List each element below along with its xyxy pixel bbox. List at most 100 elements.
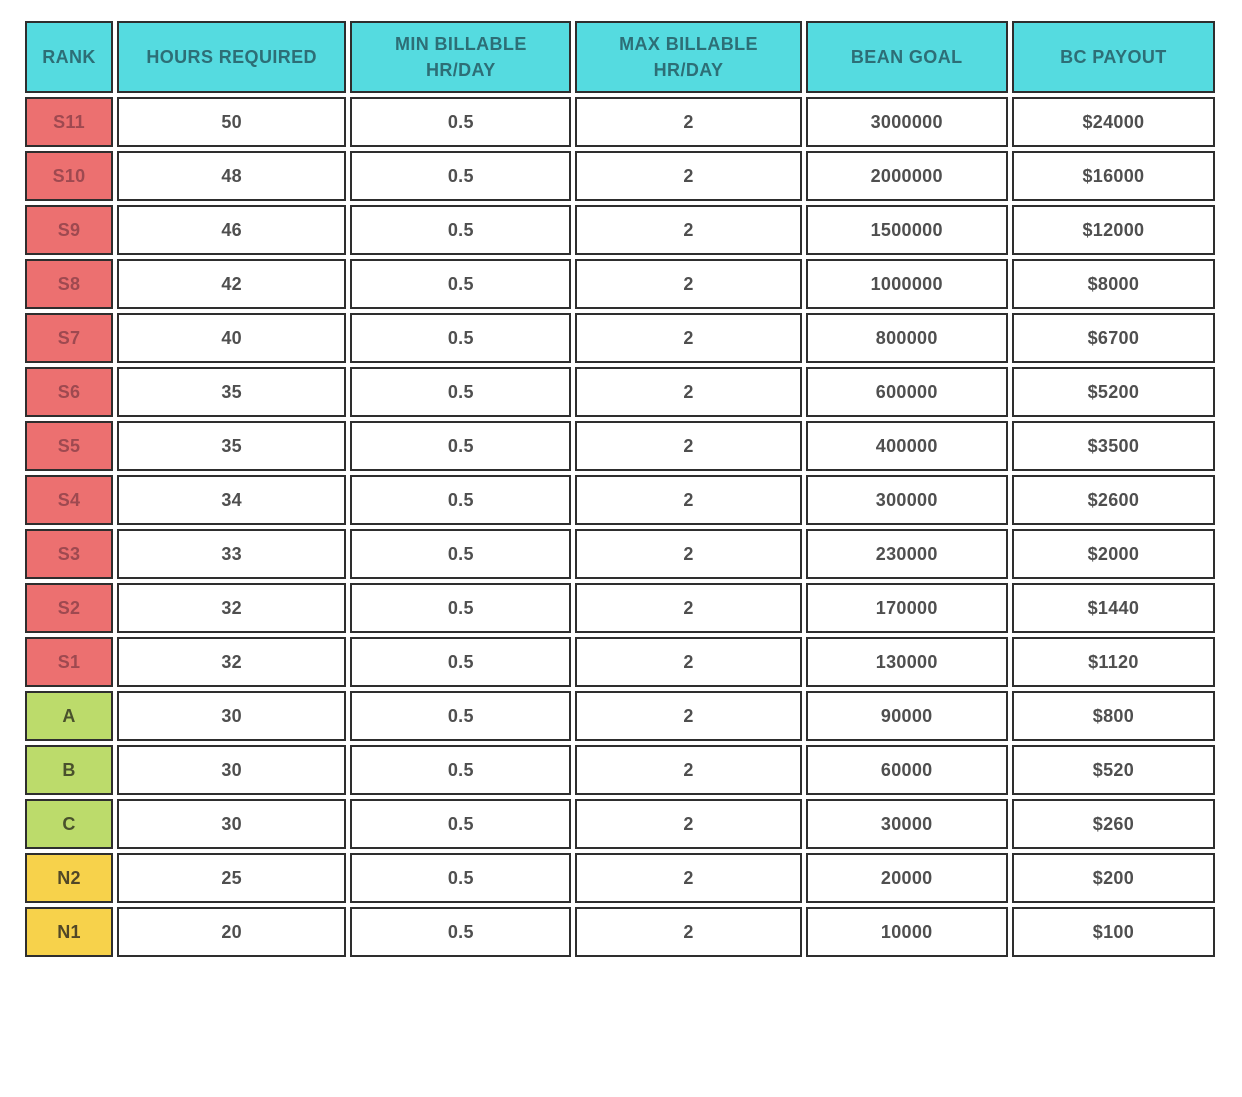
rank-cell: B [25,745,114,795]
bc_payout-cell: $2000 [1011,529,1215,579]
min_billable-cell: 0.5 [350,97,572,147]
table-row: S5 35 0.5 2 400000 $3500 [25,421,1215,471]
min_billable-cell: 0.5 [350,475,572,525]
hours_required-cell: 42 [117,259,347,309]
bean_goal-cell: 60000 [805,745,1008,795]
rank-cell: N2 [25,853,114,903]
min_billable-cell: 0.5 [350,691,572,741]
bean_goal-cell: 800000 [805,313,1008,363]
hours_required-cell: 33 [117,529,347,579]
column-header-bc_payout: BC PAYOUT [1011,21,1215,93]
min_billable-cell: 0.5 [350,259,572,309]
bc_payout-cell: $8000 [1011,259,1215,309]
max_billable-cell: 2 [575,205,802,255]
bean_goal-cell: 1000000 [805,259,1008,309]
rank-cell: S5 [25,421,114,471]
hours_required-cell: 35 [117,367,347,417]
table-header: RANK HOURS REQUIRED MIN BILLABLE HR/DAY MAX… [25,21,1215,93]
table-row: S7 40 0.5 2 800000 $6700 [25,313,1215,363]
bean_goal-cell: 2000000 [805,151,1008,201]
bc_payout-cell: $520 [1011,745,1215,795]
table-row: S4 34 0.5 2 300000 $2600 [25,475,1215,525]
bc_payout-cell: $24000 [1011,97,1215,147]
min_billable-cell: 0.5 [350,367,572,417]
bean_goal-cell: 400000 [805,421,1008,471]
hours_required-cell: 20 [117,907,347,957]
rank-cell: S4 [25,475,114,525]
rank-cell: S10 [25,151,114,201]
column-header-max_billable: MAX BILLABLE HR/DAY [575,21,802,93]
max_billable-cell: 2 [575,799,802,849]
rank-cell: S6 [25,367,114,417]
rank-payout-table: RANK HOURS REQUIRED MIN BILLABLE HR/DAY MAX… [21,17,1219,961]
rank-cell: C [25,799,114,849]
hours_required-cell: 46 [117,205,347,255]
hours_required-cell: 32 [117,583,347,633]
max_billable-cell: 2 [575,529,802,579]
bc_payout-cell: $1440 [1011,583,1215,633]
table-row: C 30 0.5 2 30000 $260 [25,799,1215,849]
table-row: S9 46 0.5 2 1500000 $12000 [25,205,1215,255]
header-row: RANK HOURS REQUIRED MIN BILLABLE HR/DAY MAX… [25,21,1215,93]
bc_payout-cell: $200 [1011,853,1215,903]
max_billable-cell: 2 [575,259,802,309]
bc_payout-cell: $12000 [1011,205,1215,255]
table-row: B 30 0.5 2 60000 $520 [25,745,1215,795]
hours_required-cell: 25 [117,853,347,903]
hours_required-cell: 30 [117,799,347,849]
rank-cell: S9 [25,205,114,255]
rank-cell: S2 [25,583,114,633]
min_billable-cell: 0.5 [350,205,572,255]
table-row: N1 20 0.5 2 10000 $100 [25,907,1215,957]
bean_goal-cell: 1500000 [805,205,1008,255]
hours_required-cell: 40 [117,313,347,363]
hours_required-cell: 35 [117,421,347,471]
bc_payout-cell: $16000 [1011,151,1215,201]
max_billable-cell: 2 [575,313,802,363]
max_billable-cell: 2 [575,853,802,903]
column-header-min_billable: MIN BILLABLE HR/DAY [350,21,572,93]
max_billable-cell: 2 [575,367,802,417]
min_billable-cell: 0.5 [350,313,572,363]
table-row: N2 25 0.5 2 20000 $200 [25,853,1215,903]
max_billable-cell: 2 [575,745,802,795]
column-header-rank: RANK [25,21,114,93]
min_billable-cell: 0.5 [350,745,572,795]
table-row: S6 35 0.5 2 600000 $5200 [25,367,1215,417]
rank-cell: N1 [25,907,114,957]
bc_payout-cell: $260 [1011,799,1215,849]
rank-cell: S8 [25,259,114,309]
hours_required-cell: 30 [117,745,347,795]
hours_required-cell: 30 [117,691,347,741]
hours_required-cell: 50 [117,97,347,147]
max_billable-cell: 2 [575,97,802,147]
bean_goal-cell: 600000 [805,367,1008,417]
bc_payout-cell: $800 [1011,691,1215,741]
max_billable-cell: 2 [575,691,802,741]
bean_goal-cell: 30000 [805,799,1008,849]
bc_payout-cell: $2600 [1011,475,1215,525]
max_billable-cell: 2 [575,475,802,525]
bean_goal-cell: 90000 [805,691,1008,741]
min_billable-cell: 0.5 [350,421,572,471]
bc_payout-cell: $1120 [1011,637,1215,687]
max_billable-cell: 2 [575,907,802,957]
hours_required-cell: 48 [117,151,347,201]
max_billable-cell: 2 [575,421,802,471]
min_billable-cell: 0.5 [350,907,572,957]
table-body: S11 50 0.5 2 3000000 $24000 S10 48 0.5 2 2000000 $1… [25,97,1215,957]
bean_goal-cell: 230000 [805,529,1008,579]
bean_goal-cell: 130000 [805,637,1008,687]
table-row: S1 32 0.5 2 130000 $1120 [25,637,1215,687]
min_billable-cell: 0.5 [350,583,572,633]
max_billable-cell: 2 [575,583,802,633]
max_billable-cell: 2 [575,151,802,201]
min_billable-cell: 0.5 [350,637,572,687]
column-header-hours_required: HOURS REQUIRED [117,21,347,93]
min_billable-cell: 0.5 [350,151,572,201]
bean_goal-cell: 170000 [805,583,1008,633]
min_billable-cell: 0.5 [350,853,572,903]
hours_required-cell: 32 [117,637,347,687]
bc_payout-cell: $5200 [1011,367,1215,417]
bean_goal-cell: 3000000 [805,97,1008,147]
